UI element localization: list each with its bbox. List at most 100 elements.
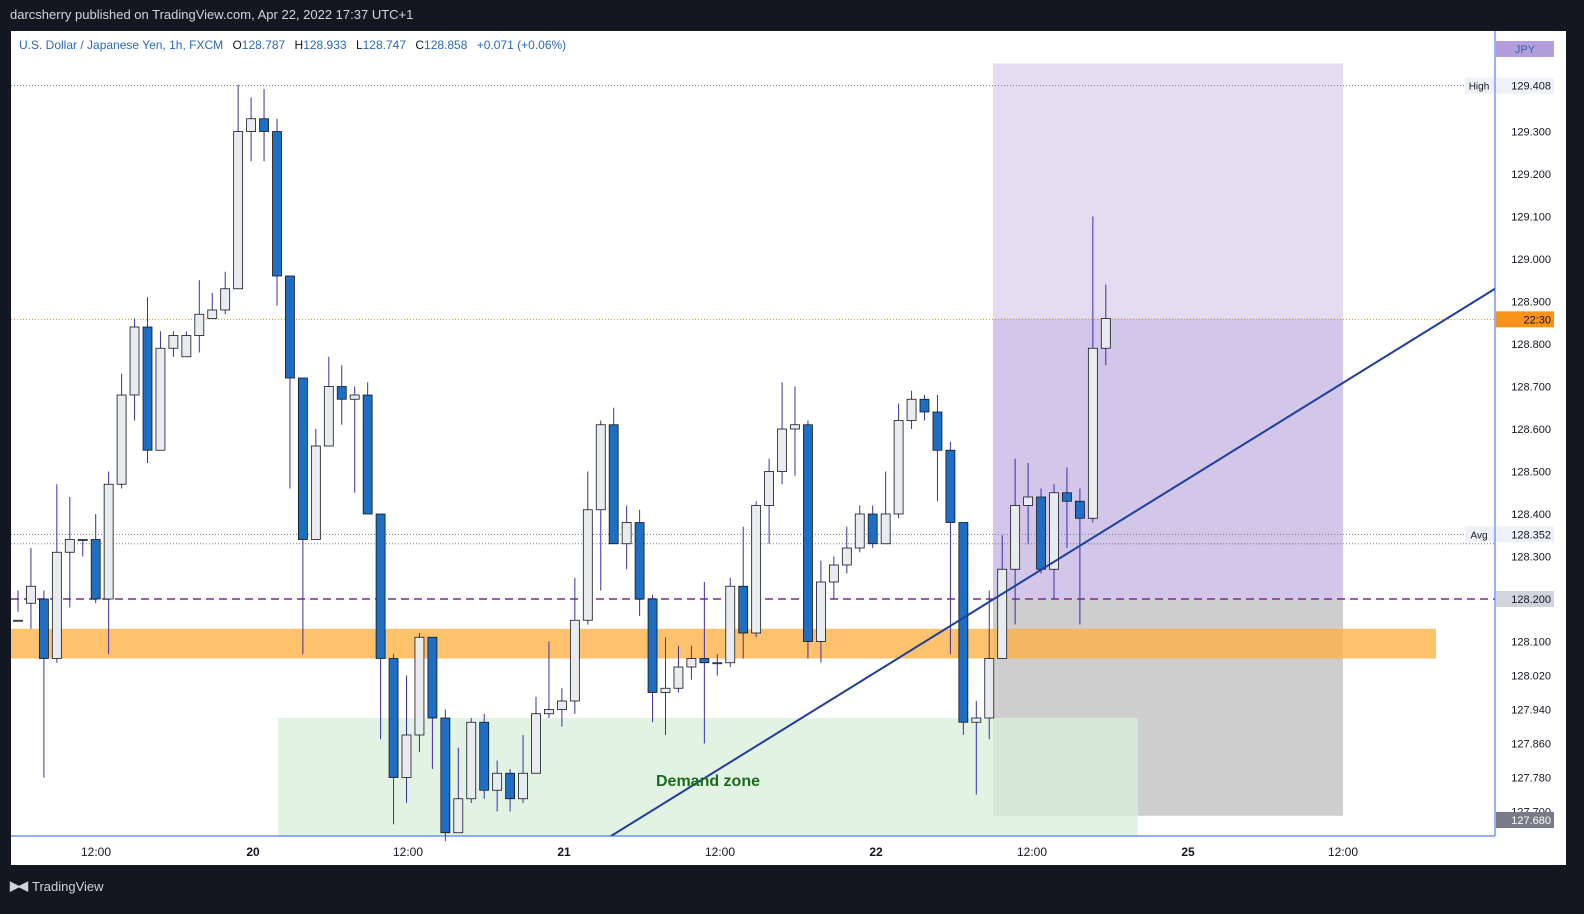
candle[interactable] — [207, 309, 218, 319]
candle[interactable] — [116, 394, 127, 485]
candle[interactable] — [647, 598, 658, 693]
candle[interactable] — [220, 288, 231, 311]
candle[interactable] — [803, 424, 813, 642]
candle[interactable] — [492, 772, 503, 791]
trendline[interactable] — [610, 287, 1496, 837]
candle[interactable] — [323, 386, 334, 447]
time-tick-label: 21 — [557, 845, 571, 859]
candle[interactable] — [699, 658, 710, 664]
chart-frame[interactable]: Demand zone129.400129.300129.200129.1001… — [11, 31, 1566, 865]
candle[interactable] — [194, 313, 205, 336]
price-tick-label: 129.000 — [1511, 254, 1551, 266]
candle[interactable] — [867, 513, 878, 545]
candle[interactable] — [544, 709, 554, 715]
tradingview-brand[interactable]: ▶◀ TradingView — [10, 878, 104, 894]
candle[interactable] — [375, 513, 386, 659]
low-label: L — [355, 38, 363, 52]
candle[interactable] — [1036, 496, 1046, 570]
symbol-name[interactable]: U.S. Dollar / Japanese Yen, 1h, FXCM — [19, 38, 224, 52]
currency-badge[interactable]: JPY — [1515, 44, 1536, 56]
candle[interactable] — [764, 471, 774, 506]
candle[interactable] — [751, 505, 762, 634]
time-tick-label: 22 — [869, 845, 883, 859]
candle[interactable] — [297, 377, 308, 540]
candle[interactable] — [582, 509, 593, 621]
candle[interactable] — [272, 131, 282, 277]
price-tick-label: 128.100 — [1511, 637, 1551, 649]
candle[interactable] — [725, 585, 736, 664]
candle[interactable] — [155, 347, 166, 451]
candle[interactable] — [440, 717, 451, 834]
candle[interactable] — [90, 539, 101, 600]
candle[interactable] — [880, 513, 891, 545]
candle[interactable] — [453, 798, 464, 834]
candle[interactable] — [531, 713, 541, 774]
candle[interactable] — [595, 424, 606, 511]
candle[interactable] — [557, 700, 567, 710]
candle[interactable] — [569, 619, 580, 702]
candle[interactable] — [660, 687, 671, 693]
candle[interactable] — [997, 568, 1008, 659]
candle[interactable] — [1100, 318, 1111, 349]
candle[interactable] — [1010, 505, 1021, 570]
candle[interactable] — [906, 398, 917, 421]
candle[interactable] — [336, 386, 347, 400]
candle[interactable] — [362, 394, 373, 515]
candle[interactable] — [427, 636, 438, 719]
candle[interactable] — [1049, 492, 1059, 570]
candle[interactable] — [414, 636, 425, 736]
candle[interactable] — [181, 335, 192, 358]
orange-zone[interactable] — [11, 628, 1436, 659]
candle[interactable] — [285, 275, 295, 379]
candle[interactable] — [608, 424, 619, 545]
avg-price-tag-bg — [1496, 526, 1554, 543]
candle[interactable] — [349, 394, 360, 400]
candle[interactable] — [828, 564, 839, 583]
chart-canvas[interactable]: Demand zone129.400129.300129.200129.1001… — [11, 31, 1566, 865]
candle[interactable] — [259, 118, 269, 132]
candle[interactable] — [621, 522, 632, 545]
candle[interactable] — [673, 666, 684, 689]
candle[interactable] — [854, 513, 865, 549]
candle[interactable] — [13, 619, 23, 622]
candle[interactable] — [26, 585, 36, 604]
candle[interactable] — [841, 547, 852, 566]
candle[interactable] — [634, 522, 645, 600]
candle[interactable] — [518, 772, 528, 800]
candle[interactable] — [932, 411, 943, 451]
candle[interactable] — [310, 445, 321, 540]
candle[interactable] — [790, 424, 800, 430]
candle[interactable] — [945, 449, 956, 523]
candle[interactable] — [103, 483, 114, 600]
candle[interactable] — [686, 658, 697, 668]
candle[interactable] — [984, 658, 995, 719]
candle[interactable] — [971, 717, 982, 723]
candle[interactable] — [246, 118, 257, 132]
candle[interactable] — [816, 581, 826, 642]
candle[interactable] — [919, 398, 930, 413]
last-price-tag-bg — [1496, 311, 1554, 328]
candle[interactable] — [129, 326, 140, 396]
candle[interactable] — [64, 539, 75, 553]
candle[interactable] — [893, 420, 904, 515]
candle[interactable] — [479, 721, 490, 791]
price-tick-label: 129.300 — [1511, 127, 1551, 139]
candle[interactable] — [388, 658, 399, 778]
candle[interactable] — [142, 326, 153, 451]
candle[interactable] — [1023, 496, 1033, 506]
candle[interactable] — [466, 721, 477, 800]
candle[interactable] — [401, 734, 412, 778]
candle[interactable] — [77, 539, 88, 541]
candle[interactable] — [1087, 347, 1098, 519]
candle[interactable] — [777, 428, 787, 472]
candle[interactable] — [168, 335, 179, 349]
candle[interactable] — [505, 772, 516, 800]
candle[interactable] — [1075, 500, 1085, 519]
candle[interactable] — [958, 522, 969, 723]
candle[interactable] — [738, 585, 749, 634]
candle[interactable] — [38, 598, 49, 659]
candle[interactable] — [1062, 492, 1072, 502]
candle[interactable] — [233, 131, 244, 290]
candle[interactable] — [51, 551, 62, 659]
candle[interactable] — [712, 662, 723, 665]
